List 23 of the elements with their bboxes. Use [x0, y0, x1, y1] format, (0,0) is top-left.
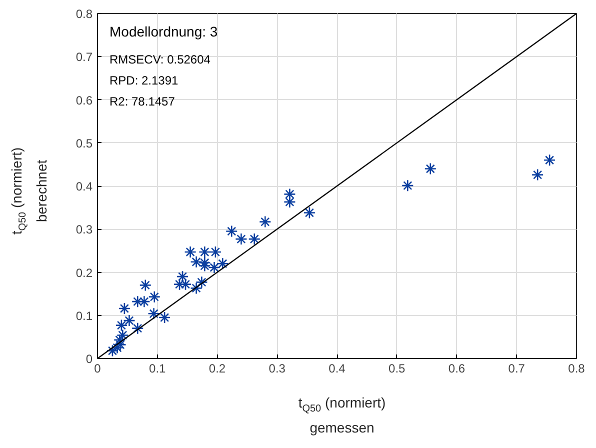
annotation: RPD: 2.1391	[110, 74, 179, 88]
y-tick-label: 0.1	[76, 308, 93, 323]
y-tick-label: 0.3	[76, 222, 93, 237]
y-tick-label: 0.7	[76, 50, 93, 64]
x-tick-label: 0.8	[568, 362, 586, 376]
annotation: Modellordnung: 3	[110, 24, 218, 40]
x-tick-label: 0.4	[328, 362, 346, 376]
y-tick-label: 0.6	[76, 93, 93, 108]
x-axis-title: t$_{Q50}$ (normiert) gemessen	[298, 394, 386, 436]
y-tick-label: 0	[86, 352, 93, 366]
annotation: RMSECV: 0.52604	[110, 52, 211, 66]
y-tick-label: 0.8	[76, 7, 93, 21]
x-tick-label: 0.5	[388, 362, 406, 376]
x-tick-label: 0.6	[448, 362, 466, 376]
y-tick-label: 0.5	[76, 136, 93, 150]
x-tick-label: 0.3	[268, 362, 286, 376]
x-tick-label: 0.1	[149, 362, 166, 376]
y-tick-label: 0.4	[76, 180, 93, 194]
x-tick-label: 0.2	[208, 362, 226, 376]
x-tick-label: 0.7	[508, 362, 526, 376]
annotation: R2: 78.1457	[110, 94, 176, 108]
x-tick-label: 0	[94, 362, 102, 376]
y-tick-label: 0.2	[76, 266, 93, 280]
